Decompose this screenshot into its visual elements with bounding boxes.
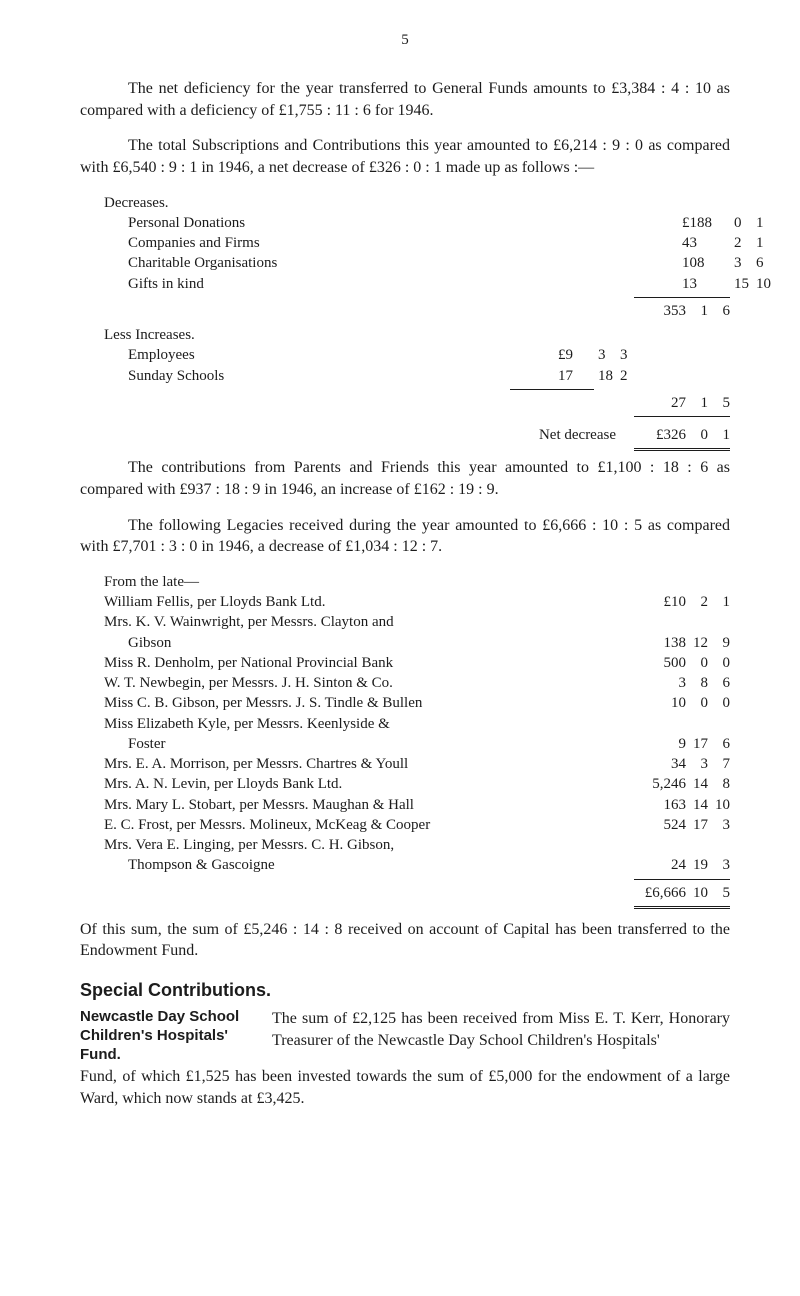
rule [510,389,594,390]
row-amount: 10836 [634,253,730,273]
row-amount: 24193 [634,855,730,875]
newcastle-fund-sidehead: Newcastle Day School Children's Hospital… [80,1008,260,1064]
table-row: Sunday Schools17182 [80,366,730,386]
table-row: Miss C. B. Gibson, per Messrs. J. S. Tin… [80,693,730,713]
newcastle-fund-body-cont: Fund, of which £1,525 has been invested … [80,1066,730,1109]
row-label: Mrs. Vera E. Linging, per Messrs. C. H. … [80,835,634,855]
page-number: 5 [80,30,730,50]
table-row: Mrs. A. N. Levin, per Lloyds Bank Ltd.5,… [80,774,730,794]
row-label: Personal Donations [80,213,634,233]
row-amount: £1021 [634,592,730,612]
less-increases-heading: Less Increases. [80,325,730,345]
row-amount: 5,246148 [634,774,730,794]
table-row: Companies and Firms4321 [80,233,730,253]
row-amount: 524173 [634,815,730,835]
table-row: Miss R. Denholm, per National Provincial… [80,653,730,673]
special-contributions-heading: Special Contributions. [80,978,730,1002]
row-label: W. T. Newbegin, per Messrs. J. H. Sinton… [80,673,634,693]
row-label: Miss R. Denholm, per National Provincial… [80,653,634,673]
table-row: William Fellis, per Lloyds Bank Ltd.£102… [80,592,730,612]
net-decrease-value: £326 0 1 [634,425,730,445]
row-amount: 4321 [634,233,730,253]
row-label: Mrs. A. N. Levin, per Lloyds Bank Ltd. [80,774,634,794]
table-row: Mrs. Mary L. Stobart, per Messrs. Maugha… [80,795,730,815]
table-row: Gifts in kind131510 [80,274,730,294]
row-label: Gibson [80,633,634,653]
row-amount: 50000 [634,653,730,673]
row-amount: 386 [634,673,730,693]
table-row: Mrs. Vera E. Linging, per Messrs. C. H. … [80,835,730,855]
table-row: Charitable Organisations10836 [80,253,730,273]
paragraph-net-deficiency: The net deficiency for the year transfer… [80,78,730,121]
row-amount: 1631410 [634,795,730,815]
row-amount: 1000 [634,693,730,713]
row-label: Gifts in kind [80,274,634,294]
double-rule [634,906,730,909]
from-the-late: From the late— [104,572,730,592]
row-label: Thompson & Gascoigne [80,855,634,875]
row-amount: £933 [510,345,594,365]
row-label: Miss Elizabeth Kyle, per Messrs. Keenlys… [80,714,634,734]
table-row: Miss Elizabeth Kyle, per Messrs. Keenlys… [80,714,730,734]
rule [634,879,730,880]
paragraph-legacies-intro: The following Legacies received during t… [80,515,730,558]
newcastle-fund-block: Newcastle Day School Children's Hospital… [80,1008,730,1064]
row-amount: 3437 [634,754,730,774]
table-row: Mrs. K. V. Wainwright, per Messrs. Clayt… [80,612,730,632]
paragraph-parents-friends: The contributions from Parents and Frien… [80,457,730,500]
table-row: W. T. Newbegin, per Messrs. J. H. Sinton… [80,673,730,693]
table-row: Foster9176 [80,734,730,754]
decreases-heading: Decreases. [80,193,730,213]
legacies-table: From the late— William Fellis, per Lloyd… [80,572,730,909]
net-decrease-label: Net decrease [80,425,634,445]
row-label: Charitable Organisations [80,253,634,273]
paragraph-subscriptions: The total Subscriptions and Contribution… [80,135,730,178]
row-amount: 138129 [634,633,730,653]
less-total: 27 1 5 [634,393,730,413]
rule [634,416,730,417]
row-amount: £18801 [634,213,730,233]
table-row: Employees£933 [80,345,730,365]
rule [634,297,730,298]
decreases-total: 353 1 6 [634,301,730,321]
newcastle-fund-body-first: The sum of £2,125 has been received from… [272,1008,730,1064]
row-label: Mrs. Mary L. Stobart, per Messrs. Maugha… [80,795,634,815]
legacies-total: £6,666 10 5 [634,883,730,903]
row-label: Mrs. K. V. Wainwright, per Messrs. Clayt… [80,612,634,632]
table-row: Gibson138129 [80,633,730,653]
row-label: Employees [80,345,510,365]
row-amount: 17182 [510,366,594,386]
row-label: Mrs. E. A. Morrison, per Messrs. Chartre… [80,754,634,774]
table-row: Personal Donations£18801 [80,213,730,233]
row-label: Miss C. B. Gibson, per Messrs. J. S. Tin… [80,693,634,713]
decreases-table: Decreases. Personal Donations£18801Compa… [80,193,730,452]
row-label: Sunday Schools [80,366,510,386]
row-label: William Fellis, per Lloyds Bank Ltd. [80,592,634,612]
row-amount: 9176 [634,734,730,754]
row-amount: 131510 [634,274,730,294]
row-label: Foster [80,734,634,754]
row-label: Companies and Firms [80,233,634,253]
double-rule [634,448,730,451]
table-row: Thompson & Gascoigne24193 [80,855,730,875]
paragraph-capital-transfer: Of this sum, the sum of £5,246 : 14 : 8 … [80,919,730,962]
table-row: Mrs. E. A. Morrison, per Messrs. Chartre… [80,754,730,774]
row-label: E. C. Frost, per Messrs. Molineux, McKea… [80,815,634,835]
table-row: E. C. Frost, per Messrs. Molineux, McKea… [80,815,730,835]
